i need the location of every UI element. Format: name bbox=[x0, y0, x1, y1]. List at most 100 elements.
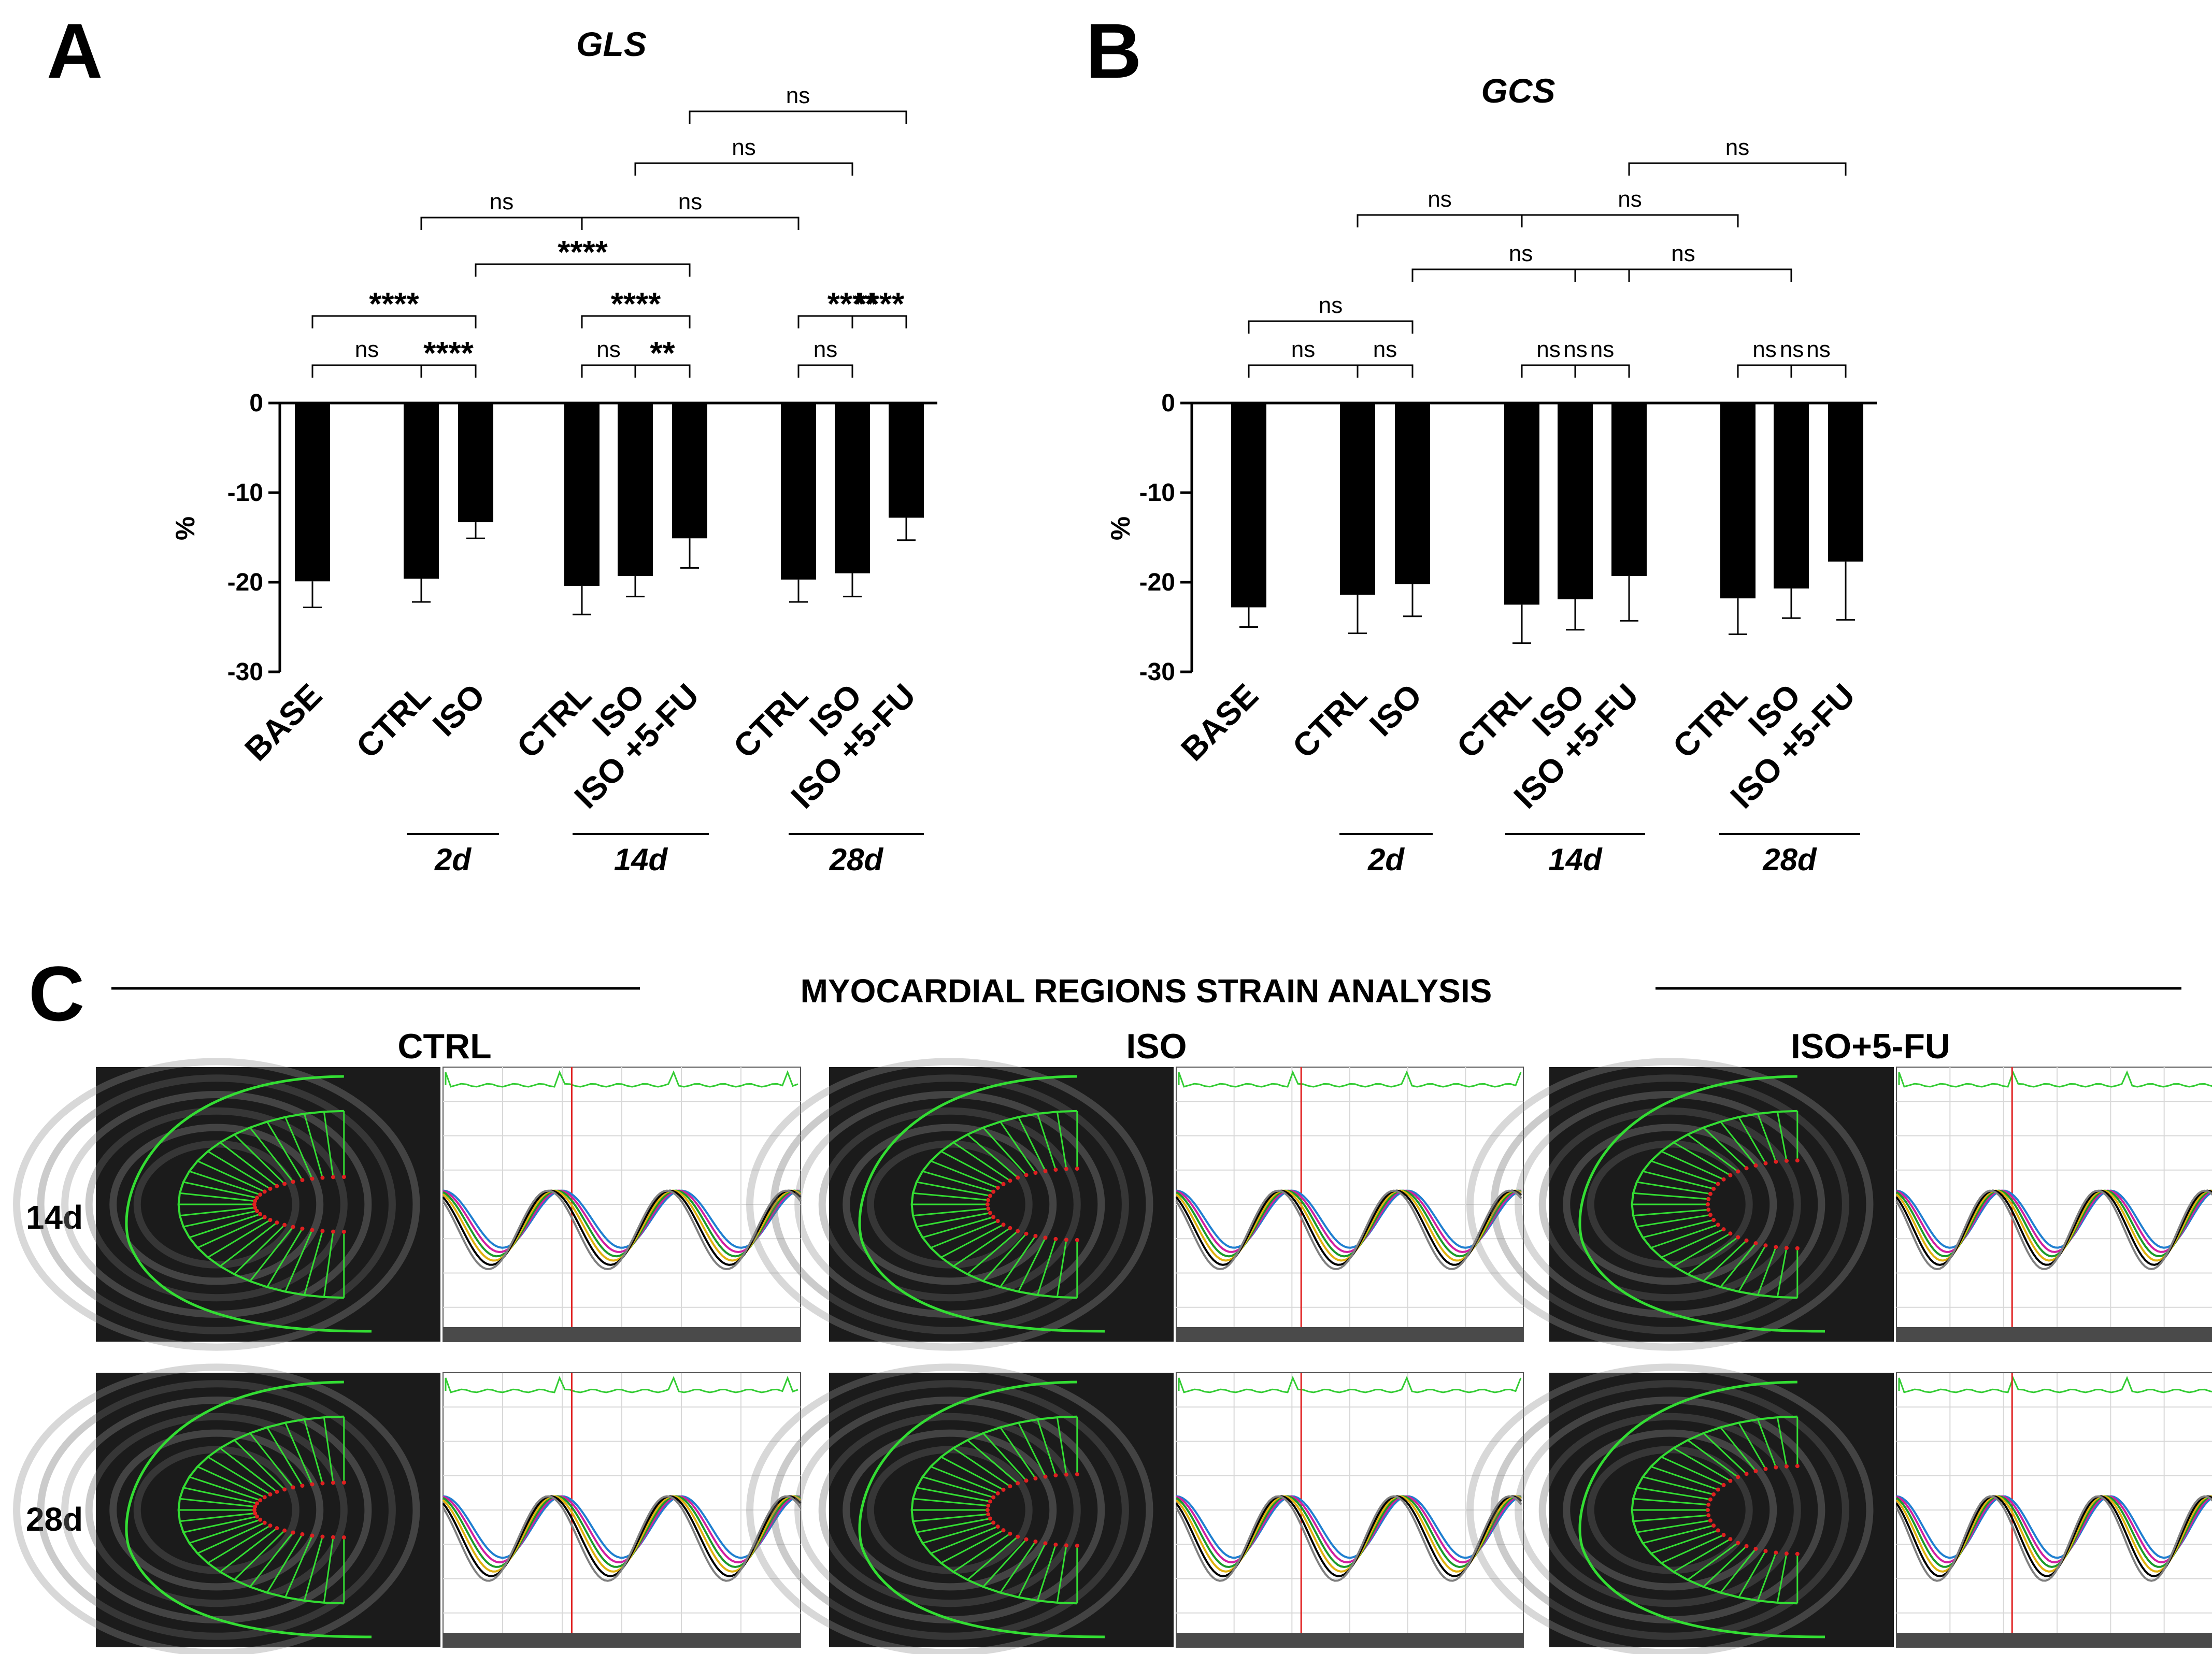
mesh-spoke bbox=[1633, 1498, 1709, 1506]
segment-strain-curve bbox=[1175, 1495, 1522, 1569]
gcs-significance-label: ns bbox=[1725, 135, 1749, 160]
endocardial-point bbox=[1744, 1166, 1749, 1171]
mesh-spoke bbox=[284, 1116, 313, 1180]
gcs-y-tick-label: -30 bbox=[1139, 658, 1175, 686]
endocardial-point bbox=[282, 1182, 287, 1186]
echo-tissue-band bbox=[1490, 1380, 1849, 1640]
mesh-spoke bbox=[916, 1181, 991, 1197]
endocardial-point bbox=[1024, 1231, 1029, 1236]
mesh-spoke bbox=[1687, 1439, 1739, 1478]
endocardial-point bbox=[1043, 1169, 1048, 1173]
gcs-category-label: CTRL bbox=[1449, 677, 1538, 766]
endocardial-point bbox=[258, 1517, 263, 1522]
mesh-spoke bbox=[1000, 1427, 1036, 1479]
gls-y-tick-label: -10 bbox=[227, 479, 263, 507]
endocardial-point bbox=[1075, 1543, 1079, 1548]
gls-category-label: CTRL bbox=[349, 677, 438, 766]
endocardial-point bbox=[1033, 1170, 1038, 1175]
endocardial-point bbox=[1001, 1222, 1006, 1227]
endocardial-point bbox=[1024, 1478, 1029, 1483]
endocardial-point bbox=[986, 1198, 991, 1202]
mesh-spoke bbox=[922, 1476, 994, 1499]
gls-significance-bracket bbox=[689, 110, 907, 124]
gcs-significance-label: ns bbox=[1536, 337, 1560, 362]
endocardial-point bbox=[1744, 1472, 1749, 1476]
endocardial-point bbox=[1016, 1229, 1020, 1233]
mesh-spoke bbox=[1036, 1239, 1057, 1296]
gcs-significance-label: ns bbox=[1291, 337, 1315, 362]
endocardial-point bbox=[282, 1487, 287, 1492]
gls-significance-label: **** bbox=[827, 286, 878, 322]
gcs-category-label: BASE bbox=[1174, 677, 1265, 768]
endocardial-point bbox=[1774, 1245, 1778, 1249]
mesh-spoke bbox=[930, 1526, 998, 1555]
mesh-spoke bbox=[323, 1537, 334, 1603]
gcs-category-label: ISO bbox=[1362, 677, 1429, 743]
mesh-spoke bbox=[1703, 1127, 1747, 1169]
mesh-spoke bbox=[179, 1512, 255, 1522]
gcs-significance-label: ns bbox=[1590, 337, 1614, 362]
mesh-spoke bbox=[1703, 1240, 1747, 1282]
gcs-significance-label: ns bbox=[1618, 186, 1642, 212]
endocardial-point bbox=[991, 1520, 996, 1525]
endocardial-point bbox=[341, 1230, 346, 1234]
gls-bar bbox=[672, 403, 707, 539]
gcs-chart-title: GCS bbox=[1481, 71, 1555, 110]
gls-bar bbox=[458, 403, 493, 523]
gls-significance-label: ns bbox=[490, 189, 513, 214]
endocardial-point bbox=[1024, 1173, 1029, 1177]
echo-image bbox=[746, 1058, 1174, 1351]
endocardial-point bbox=[341, 1535, 346, 1540]
gls-y-tick-label: 0 bbox=[249, 390, 263, 417]
mesh-spoke bbox=[303, 1113, 323, 1178]
endocardial-point bbox=[1043, 1474, 1048, 1479]
endocardial-point bbox=[986, 1503, 991, 1508]
mesh-spoke bbox=[1757, 1552, 1777, 1601]
echo-tissue-band bbox=[85, 1413, 348, 1607]
endocardial-point bbox=[1763, 1466, 1768, 1471]
endocardial-point bbox=[985, 1202, 990, 1206]
endocardial-point bbox=[1795, 1158, 1800, 1163]
mesh-spoke bbox=[953, 1447, 1011, 1487]
endocardial-point bbox=[341, 1175, 346, 1179]
endocardial-point bbox=[1001, 1487, 1006, 1492]
mesh-spoke bbox=[930, 1465, 998, 1494]
mesh-spoke bbox=[234, 1134, 286, 1185]
endocardial-point bbox=[995, 1185, 1000, 1190]
echo-background bbox=[829, 1067, 1174, 1342]
endocardial-point bbox=[1744, 1544, 1749, 1548]
strain-analysis-heading: MYOCARDIAL REGIONS STRAIN ANALYSIS bbox=[801, 972, 1492, 1010]
gcs-bar bbox=[1340, 403, 1375, 595]
endocardial-point bbox=[1795, 1551, 1800, 1556]
gls-group-label: 2d bbox=[434, 842, 472, 877]
segment-strain-curve bbox=[442, 1189, 802, 1271]
endocardial-point bbox=[258, 1498, 263, 1503]
plot-time-axis bbox=[443, 1633, 801, 1647]
gls-bar bbox=[835, 403, 870, 573]
mesh-spoke bbox=[234, 1224, 286, 1275]
endocardial-point bbox=[1053, 1473, 1058, 1478]
mesh-spoke bbox=[189, 1170, 261, 1196]
gcs-bar bbox=[1611, 403, 1647, 576]
endocardial-point bbox=[291, 1225, 295, 1229]
column-label-ctrl: CTRL bbox=[397, 1027, 491, 1066]
endocardial-point bbox=[268, 1523, 273, 1528]
endocardial-point bbox=[254, 1209, 259, 1213]
endocardial-point bbox=[1001, 1182, 1006, 1186]
endocardial-point bbox=[1774, 1550, 1778, 1555]
strain-plot bbox=[1895, 1067, 2212, 1342]
mesh-spoke bbox=[1776, 1111, 1788, 1161]
echo-tissue-band bbox=[37, 1074, 396, 1334]
mesh-spoke bbox=[1738, 1422, 1766, 1470]
gls-y-axis-label: % bbox=[170, 516, 201, 540]
gcs-group-label: 14d bbox=[1548, 842, 1603, 877]
endocardial-point bbox=[331, 1480, 335, 1485]
endocardial-point bbox=[988, 1211, 992, 1215]
mesh-spoke bbox=[953, 1142, 1011, 1182]
gcs-category-label: CTRL bbox=[1665, 677, 1754, 766]
mesh-spoke bbox=[284, 1229, 313, 1292]
endocardial-point bbox=[1008, 1484, 1012, 1489]
mesh-spoke bbox=[197, 1160, 265, 1192]
echo-tissue-band bbox=[818, 1413, 1081, 1607]
endocardial-point bbox=[291, 1485, 295, 1490]
